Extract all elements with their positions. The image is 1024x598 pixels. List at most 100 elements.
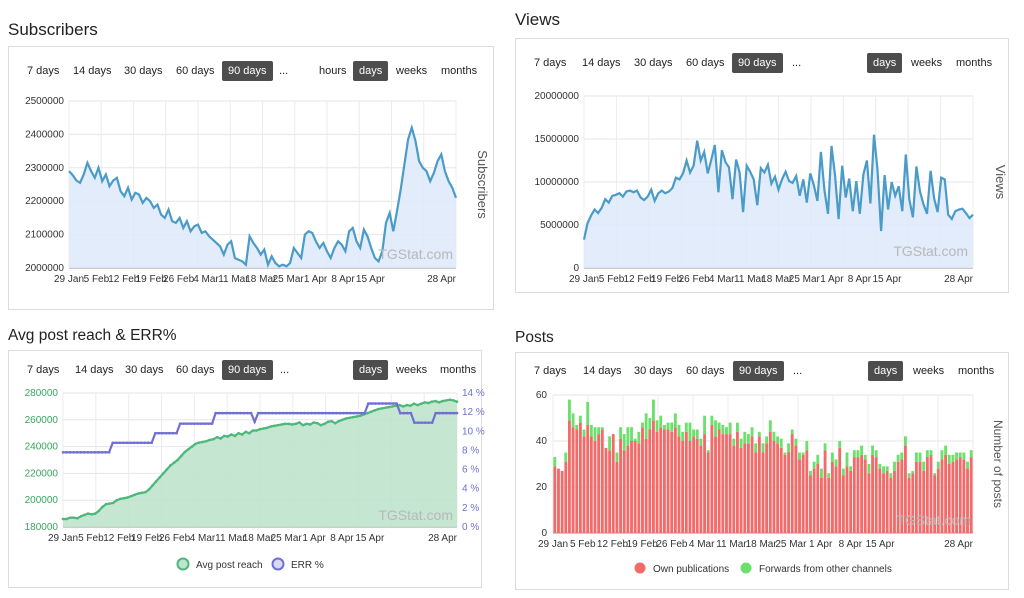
posts-x-tick: 25 Mar bbox=[775, 539, 807, 550]
forwards-bar bbox=[944, 445, 948, 455]
own-publications-bar bbox=[809, 475, 812, 533]
forwards-bar bbox=[874, 450, 878, 458]
reach-point bbox=[401, 405, 405, 408]
reach-point bbox=[204, 439, 208, 443]
forwards-bar bbox=[692, 429, 696, 437]
posts-x-tick: 8 Apr bbox=[839, 539, 863, 550]
reach-point bbox=[398, 403, 401, 407]
unit-months-button[interactable]: months bbox=[958, 365, 995, 377]
range-14-days-button[interactable]: 14 days bbox=[75, 364, 114, 376]
unit-weeks-button[interactable]: weeks bbox=[396, 65, 428, 77]
unit-months-button[interactable]: months bbox=[441, 65, 478, 77]
range-60-days-button[interactable]: 60 days bbox=[686, 365, 725, 377]
own-publications-bar bbox=[641, 427, 644, 533]
forwards-bar bbox=[736, 422, 739, 432]
views-x-tick: 15 Apr bbox=[872, 274, 902, 285]
views-toolbar: 7 days 14 days 30 days 60 days 90 days .… bbox=[516, 53, 1008, 75]
range-14-days-button[interactable]: 14 days bbox=[583, 365, 622, 377]
unit-hours-button[interactable]: hours bbox=[319, 65, 347, 77]
own-publications-bar bbox=[589, 436, 593, 533]
own-publications-bar bbox=[571, 427, 575, 533]
range-90-days-button[interactable]: 90 days bbox=[733, 361, 784, 381]
forwards-bar bbox=[714, 420, 717, 437]
views-x-tick: 19 Feb bbox=[651, 274, 683, 285]
subscribers-x-tick: 26 Feb bbox=[163, 274, 195, 285]
forwards-bar bbox=[703, 415, 706, 435]
range-30-days-button[interactable]: 30 days bbox=[125, 364, 164, 376]
forwards-bar bbox=[746, 434, 750, 444]
range-more-button[interactable]: ... bbox=[279, 65, 289, 77]
forwards-bar bbox=[947, 454, 951, 464]
own-publications-bar bbox=[820, 477, 823, 533]
forwards-bar bbox=[768, 420, 772, 432]
err-point bbox=[136, 441, 139, 445]
reach-point bbox=[83, 513, 86, 517]
forwards-bar bbox=[783, 452, 787, 455]
reach-x-tick: 18 Mar bbox=[243, 533, 275, 544]
reach-left-y-tick: 280000 bbox=[25, 388, 59, 399]
range-90-days-button[interactable]: 90 days bbox=[222, 61, 273, 81]
err-point bbox=[388, 402, 391, 405]
forwards-bar bbox=[750, 427, 754, 437]
unit-days-button[interactable]: days bbox=[868, 361, 904, 381]
range-more-button[interactable]: ... bbox=[792, 57, 802, 69]
range-more-button[interactable]: ... bbox=[280, 364, 290, 376]
reach-right-y-tick: 4 % bbox=[462, 484, 479, 495]
subscribers-x-tick: 28 Apr bbox=[427, 274, 457, 285]
forwards-bar bbox=[568, 399, 571, 421]
range-90-days-button[interactable]: 90 days bbox=[732, 53, 783, 73]
range-14-days-button[interactable]: 14 days bbox=[73, 65, 112, 77]
posts-x-tick: 18 Mar bbox=[746, 539, 778, 550]
reach-point bbox=[190, 445, 194, 448]
own-publications-bar bbox=[644, 438, 648, 533]
forwards-bar bbox=[955, 452, 958, 460]
views-y-tick: 20000000 bbox=[535, 91, 580, 102]
range-30-days-button[interactable]: 30 days bbox=[124, 65, 163, 77]
unit-weeks-button[interactable]: weeks bbox=[396, 364, 428, 376]
range-7-days-button[interactable]: 7 days bbox=[27, 364, 60, 376]
range-60-days-button[interactable]: 60 days bbox=[176, 364, 215, 376]
unit-days-button[interactable]: days bbox=[867, 53, 903, 73]
unit-months-button[interactable]: months bbox=[440, 364, 477, 376]
reach-point bbox=[290, 423, 294, 426]
range-7-days-button[interactable]: 7 days bbox=[534, 57, 567, 69]
err-point bbox=[256, 411, 260, 415]
reach-left-y-tick: 220000 bbox=[25, 468, 59, 479]
own-publications-bar bbox=[772, 441, 776, 533]
err-point bbox=[427, 421, 430, 424]
range-14-days-button[interactable]: 14 days bbox=[582, 57, 621, 69]
own-publications-bar bbox=[801, 454, 805, 533]
range-60-days-button[interactable]: 60 days bbox=[686, 57, 725, 69]
forwards-bar bbox=[936, 461, 940, 469]
own-publications-bar bbox=[582, 436, 586, 533]
range-more-button[interactable]: ... bbox=[793, 365, 803, 377]
unit-weeks-button[interactable]: weeks bbox=[911, 57, 943, 69]
subscribers-y-tick: 2100000 bbox=[25, 230, 64, 241]
reach-point bbox=[330, 419, 333, 423]
unit-days-button[interactable]: days bbox=[353, 360, 389, 380]
range-30-days-button[interactable]: 30 days bbox=[634, 365, 673, 377]
reach-point bbox=[380, 407, 384, 410]
reach-point bbox=[409, 404, 412, 408]
own-publications-bar bbox=[925, 457, 929, 533]
err-point bbox=[441, 411, 445, 415]
reach-point bbox=[212, 437, 215, 441]
subscribers-toolbar: 7 days 14 days 30 days 60 days 90 days .… bbox=[9, 61, 493, 83]
range-7-days-button[interactable]: 7 days bbox=[534, 365, 567, 377]
range-30-days-button[interactable]: 30 days bbox=[634, 57, 673, 69]
forwards-bar bbox=[904, 436, 907, 446]
err-point bbox=[221, 411, 225, 415]
forwards-bar bbox=[834, 459, 838, 467]
own-publications-bar bbox=[564, 461, 568, 533]
unit-months-button[interactable]: months bbox=[956, 57, 993, 69]
unit-days-button[interactable]: days bbox=[353, 61, 389, 81]
reach-point bbox=[437, 401, 441, 404]
range-60-days-button[interactable]: 60 days bbox=[176, 65, 215, 77]
range-7-days-button[interactable]: 7 days bbox=[27, 65, 60, 77]
own-publications-bar bbox=[597, 434, 601, 533]
reach-point bbox=[158, 476, 162, 479]
unit-weeks-button[interactable]: weeks bbox=[913, 365, 945, 377]
err-point bbox=[75, 451, 79, 454]
subscribers-chart: 2000000 2100000 2200000 2300000 2400000 25000… bbox=[25, 96, 490, 285]
range-90-days-button[interactable]: 90 days bbox=[222, 360, 273, 380]
